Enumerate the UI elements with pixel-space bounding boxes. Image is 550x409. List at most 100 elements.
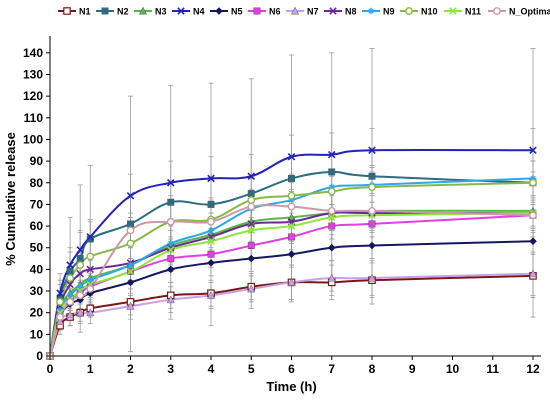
point-n11-10-stroke-b [327, 213, 336, 222]
legend-item-n10: N10 [400, 7, 438, 17]
point-n-optimal-10-shape [327, 207, 336, 215]
point-n7-7-shape [206, 291, 216, 299]
point-n4-11-stroke-b [368, 146, 376, 155]
y-tick-label-130: 130 [23, 67, 43, 81]
legend-marker-n3 [138, 6, 148, 15]
point-n-optimal-4 [86, 284, 95, 293]
y-tick-label-140: 140 [23, 46, 43, 60]
point-n9-4-stroke-d [87, 277, 93, 283]
point-n5-12-shape [529, 237, 537, 246]
legend-label-n3: N3 [155, 7, 167, 17]
point-n5-8-shape [247, 254, 256, 263]
y-tick-label-120: 120 [23, 89, 43, 103]
x-tick-label-7: 7 [328, 362, 335, 376]
point-n4-6-stroke-b [166, 178, 175, 187]
point-n4-7-stroke-b [207, 174, 215, 183]
point-n10-4 [86, 252, 95, 261]
point-n9-7 [207, 227, 215, 234]
point-n-optimal-9-shape [287, 202, 296, 211]
point-n8-2-stroke-b [66, 280, 74, 289]
point-n-optimal-7-shape [207, 217, 215, 226]
point-n6-9 [288, 233, 295, 241]
point-n4-1 [56, 289, 64, 297]
x-tick-label-12: 12 [526, 362, 540, 376]
point-n9-2 [66, 292, 74, 299]
y-tick-label-80: 80 [30, 176, 44, 190]
legend-item-n2: N2 [96, 7, 129, 17]
point-n10-4-shape [86, 252, 95, 261]
point-n5-9 [287, 250, 296, 259]
y-tick-label-60: 60 [30, 219, 44, 233]
point-n4-12 [529, 146, 537, 155]
point-n5-12 [529, 237, 537, 246]
point-n5-4 [86, 289, 95, 297]
point-n5-5-shape [126, 278, 135, 287]
point-n2-9 [288, 174, 295, 182]
legend-item-n11: N11 [444, 7, 481, 17]
point-n10-9-shape [287, 191, 296, 200]
y-tick-label-50: 50 [30, 241, 44, 255]
y-tick-label-100: 100 [23, 132, 43, 146]
point-n4-7 [207, 174, 215, 183]
legend-label-n8: N8 [345, 7, 357, 17]
point-n5-11-shape [368, 241, 376, 250]
point-n-optimal-1 [56, 313, 64, 321]
point-n9-5-stroke-d [127, 262, 134, 268]
point-n-optimal-6 [166, 217, 175, 226]
point-n2-6-shape [167, 198, 175, 206]
point-n6-10-shape [328, 222, 336, 230]
point-n-optimal-10 [327, 207, 336, 215]
point-n11-10 [327, 213, 336, 222]
point-n6-7 [207, 250, 215, 258]
legend-marker-n4 [177, 7, 185, 15]
y-tick-label-110: 110 [24, 111, 44, 125]
y-tick-label-20: 20 [30, 306, 44, 320]
point-n4-8 [247, 172, 256, 181]
point-n11-8-stroke-b [247, 226, 256, 235]
point-n4-5-stroke-b [126, 191, 135, 200]
point-n7-1 [56, 317, 65, 325]
point-n6-9-shape [288, 233, 295, 241]
point-n5-4-shape [86, 289, 95, 297]
x-tick-label-10: 10 [446, 362, 460, 376]
point-n-optimal-4-shape [86, 284, 95, 293]
point-n11-7-stroke-b [207, 237, 215, 245]
point-n2-3-shape [76, 255, 84, 263]
legend-marker-n4-stroke-b [177, 7, 185, 15]
x-tick-label-8: 8 [369, 362, 376, 376]
point-n7-12 [528, 269, 538, 278]
point-n7-8 [247, 284, 256, 293]
point-n9-7-stroke-d [208, 227, 214, 234]
point-n7-1-shape [56, 317, 65, 325]
markers-layer [45, 146, 538, 360]
point-n7-9-shape [287, 278, 296, 286]
point-n10-2 [66, 274, 75, 282]
legend-item-n-optimal: N_Optimal [488, 7, 550, 17]
x-tick-label-9: 9 [409, 362, 416, 376]
point-n6-7-shape [207, 250, 215, 258]
point-n2-9-shape [288, 174, 295, 182]
point-n4-11 [368, 146, 376, 155]
x-tick-label-4: 4 [208, 362, 215, 376]
point-n2-7 [207, 200, 215, 208]
point-n9-5 [127, 261, 134, 269]
point-n5-10 [327, 243, 336, 252]
point-n5-3 [76, 295, 84, 304]
legend-item-n9: N9 [362, 7, 395, 17]
point-n9-6-stroke-d [168, 240, 174, 247]
legend-label-n11: N11 [465, 7, 481, 17]
point-n6-10 [328, 222, 336, 230]
point-n7-2 [66, 310, 75, 319]
point-n11-5-stroke-b [126, 267, 135, 276]
point-n11-8 [247, 226, 256, 235]
axes-layer: 0 1 2 3 4 5 6 7 8 9 10 11 12010203040506070809010011… [23, 36, 541, 376]
point-n5-5 [126, 278, 135, 287]
legend-marker-n8 [329, 7, 337, 15]
legend-label-n7: N7 [307, 7, 319, 17]
point-n4-10 [327, 150, 336, 159]
point-n10-10-shape [327, 187, 336, 196]
legend-marker-n7 [290, 6, 300, 15]
legend-item-n6: N6 [248, 7, 281, 17]
legend-marker-n-optimal [493, 7, 501, 15]
point-n10-12 [529, 178, 537, 187]
